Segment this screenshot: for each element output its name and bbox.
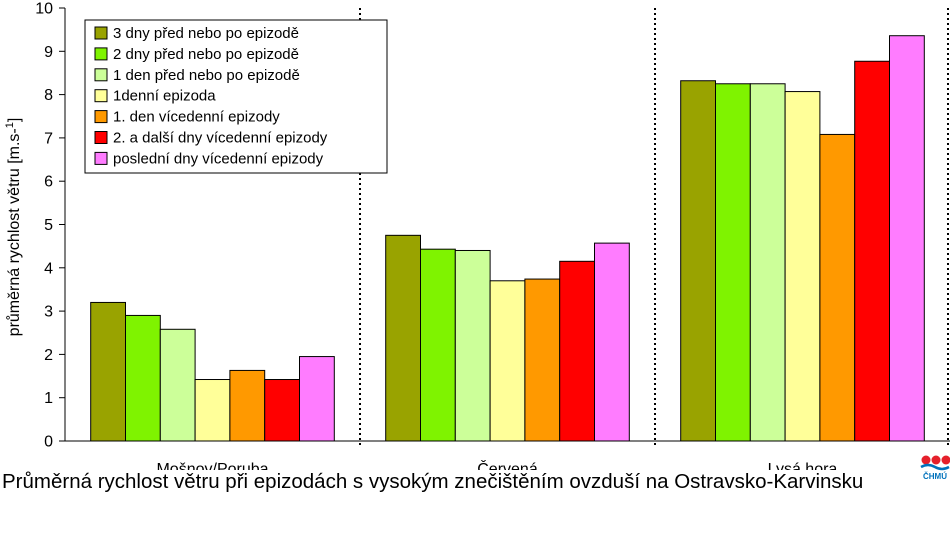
bar xyxy=(715,83,751,442)
legend-label: poslední dny vícedenní epizody xyxy=(113,150,324,167)
legend-swatch xyxy=(94,151,108,165)
y-tick-label: 8 xyxy=(44,87,53,104)
y-tick-label: 9 xyxy=(44,44,53,61)
legend-label: 3 dny před nebo po epizodě xyxy=(113,25,299,42)
x-category-label: Červená xyxy=(477,459,538,470)
legend-swatch xyxy=(94,131,108,144)
bars xyxy=(90,35,925,442)
legend-swatch xyxy=(94,26,108,40)
legend-label: 1. den vícedenní epizody xyxy=(113,109,280,126)
bar xyxy=(749,83,786,442)
y-axis-label: průměrná rychlost větru [m.s-1] xyxy=(4,118,23,337)
bar xyxy=(90,301,126,442)
y-tick-label: 10 xyxy=(35,1,53,18)
legend-label: 2. a další dny vícedenní epizody xyxy=(113,130,328,147)
figure-caption: Průměrná rychlost větru při epizodách s … xyxy=(2,470,864,493)
y-tick-label: 1 xyxy=(44,390,53,407)
legend-swatch xyxy=(94,110,108,124)
bar xyxy=(819,133,856,442)
chmu-logo-icon: ČHMÚ xyxy=(920,455,950,481)
bar xyxy=(489,280,526,442)
bar xyxy=(889,35,925,442)
bar xyxy=(385,234,422,442)
legend-label: 1denní epizoda xyxy=(113,88,216,105)
chmu-logo: ČHMÚ xyxy=(919,455,950,481)
bar xyxy=(299,356,335,442)
bar xyxy=(559,260,596,442)
group-separators xyxy=(359,8,949,447)
bar-chart: 0 1 2 3 4 5 6 7 8 9 10 Mošnov/Poruba Červená Lysá ho… xyxy=(4,1,950,470)
bar xyxy=(125,314,161,442)
logo-text: ČHMÚ xyxy=(923,472,947,481)
y-tick-label: 2 xyxy=(44,347,53,364)
bar xyxy=(420,248,456,442)
y-tick-label: 6 xyxy=(44,174,53,191)
y-tick-label: 5 xyxy=(44,217,53,234)
y-tick-label: 0 xyxy=(44,434,53,451)
y-axis: 0 1 2 3 4 5 6 7 8 9 10 xyxy=(35,1,66,451)
legend-label: 1 den před nebo po epizodě xyxy=(113,67,300,84)
bar xyxy=(159,328,196,442)
legend-box xyxy=(84,19,388,174)
bar xyxy=(594,242,630,442)
x-category-label: Mošnov/Poruba xyxy=(156,461,268,470)
legend-swatch xyxy=(94,47,108,61)
bar xyxy=(264,379,301,442)
bar xyxy=(229,369,266,442)
bar xyxy=(524,278,561,442)
bar xyxy=(194,379,231,442)
legend: 3 dny před nebo po epizodě 2 dny před neb… xyxy=(84,19,388,174)
bar xyxy=(854,60,891,442)
y-tick-label: 4 xyxy=(44,260,53,277)
bar xyxy=(680,80,717,442)
legend-label: 2 dny před nebo po epizodě xyxy=(113,46,299,63)
x-category-label: Lysá hora xyxy=(768,461,838,470)
bar xyxy=(454,249,491,442)
legend-swatch xyxy=(94,89,108,103)
legend-swatch xyxy=(94,68,108,82)
y-tick-label: 7 xyxy=(44,130,53,147)
x-axis: Mošnov/Poruba Červená Lysá hora xyxy=(65,440,950,470)
y-tick-label: 3 xyxy=(44,304,53,321)
bar xyxy=(784,91,821,442)
